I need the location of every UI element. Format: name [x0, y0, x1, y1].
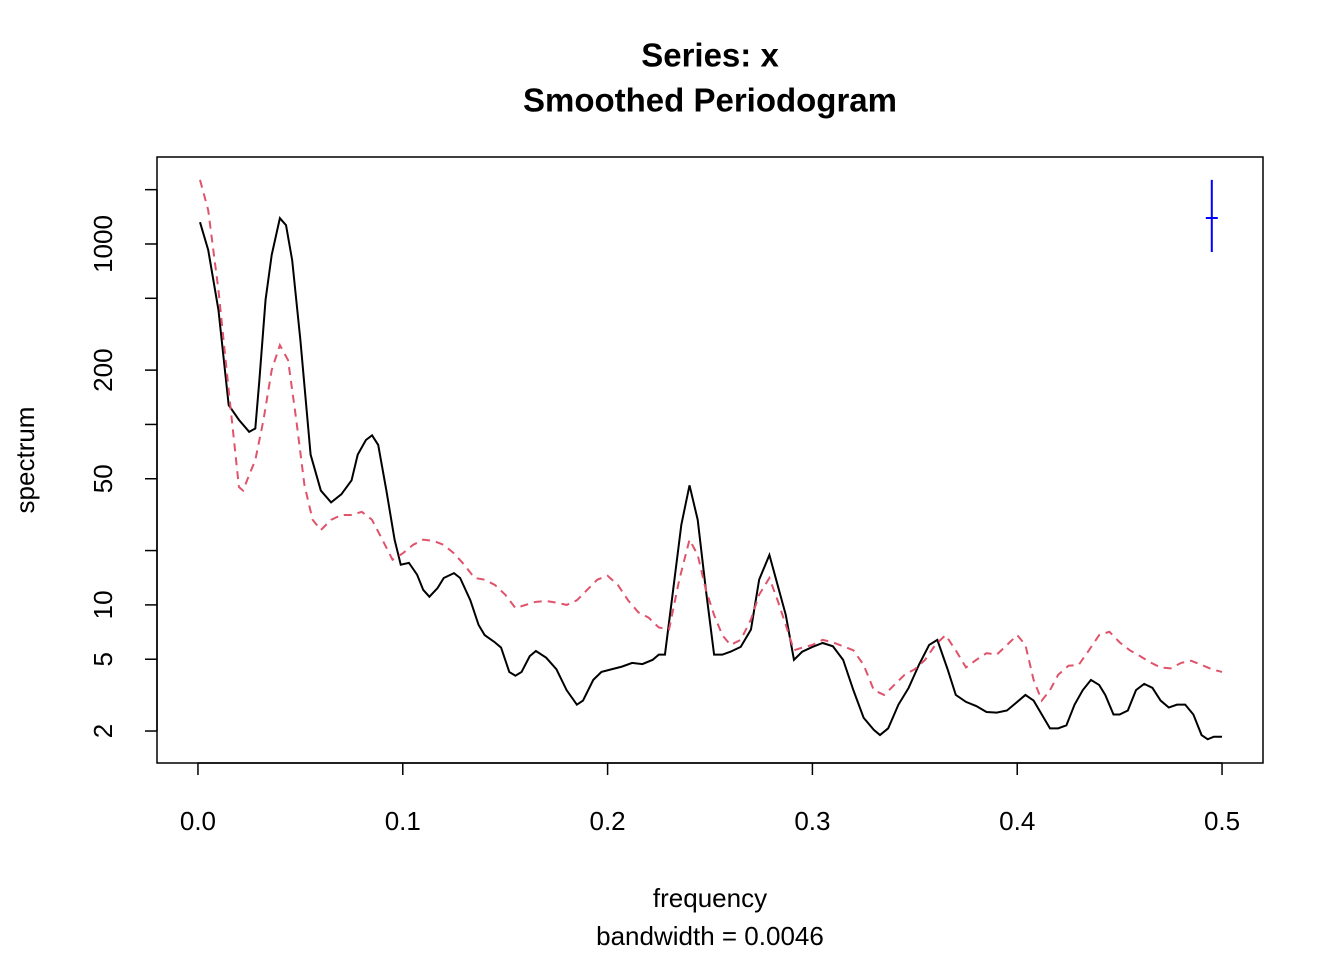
x-axis-label: frequency [653, 883, 767, 913]
series-line [199, 216, 1223, 741]
x-tick-label: 0.4 [999, 806, 1035, 836]
x-tick-label: 0.5 [1204, 806, 1240, 836]
x-tick-label: 0.2 [590, 806, 626, 836]
chart-title: Series: x [641, 37, 779, 74]
x-tick-label: 0.0 [180, 806, 216, 836]
y-tick-label: 10 [88, 590, 118, 619]
series-line [199, 179, 1223, 703]
y-axis-label: spectrum [10, 407, 40, 514]
y-tick-label: 2 [88, 724, 118, 738]
chart-subtitle: Smoothed Periodogram [523, 82, 897, 119]
y-tick-label: 5 [88, 652, 118, 666]
y-tick-label: 200 [88, 348, 118, 391]
x-axis-sub: bandwidth = 0.0046 [596, 921, 824, 951]
y-tick-label: 1000 [88, 215, 118, 273]
y-tick-label: 50 [88, 464, 118, 493]
x-tick-label: 0.1 [385, 806, 421, 836]
x-tick-label: 0.3 [794, 806, 830, 836]
